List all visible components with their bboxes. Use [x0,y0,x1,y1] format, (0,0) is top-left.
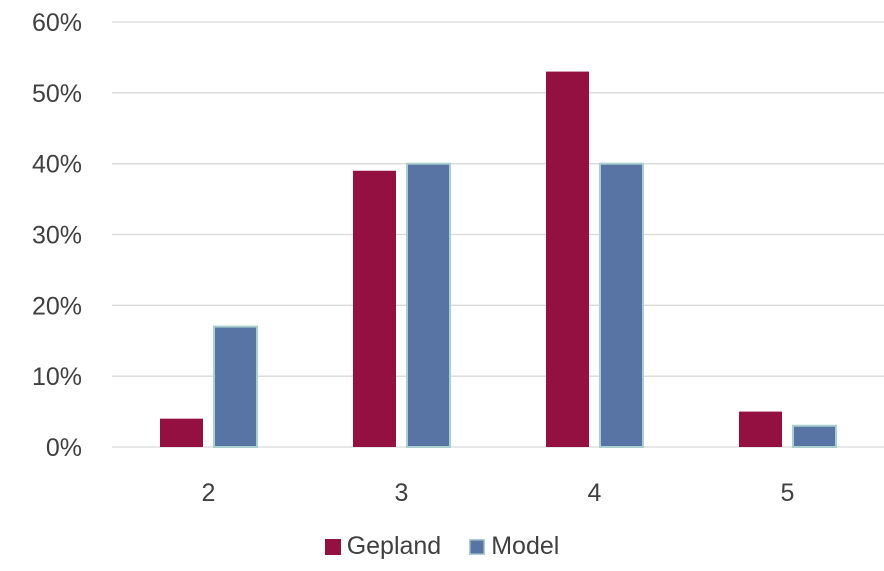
bar-gepland-2 [160,418,203,447]
legend-label-model: Model [491,532,560,560]
x-tick-label: 3 [395,479,409,507]
bar-model-2 [213,325,258,449]
legend-item-gepland: Gepland [324,532,442,561]
legend-swatch-model [469,538,486,555]
bar-model-3 [406,162,451,449]
y-tick-label: 10% [32,363,82,391]
y-tick-label: 60% [32,9,82,37]
y-tick-label: 50% [32,80,82,108]
bar-gepland-5 [739,411,782,447]
y-tick-label: 20% [32,292,82,320]
legend-swatch-gepland [324,538,341,555]
bars [160,71,837,449]
bar-gepland-3 [353,170,396,447]
y-tick-label: 0% [46,434,82,462]
y-tick-label: 30% [32,222,82,250]
x-tick-label: 2 [202,479,216,507]
legend: Gepland Model [0,532,884,561]
legend-label-gepland: Gepland [346,532,442,560]
legend-item-model: Model [469,532,559,561]
bar-model-5 [792,424,837,448]
x-tick-label: 4 [588,479,602,507]
x-axis-ticks: 2 3 4 5 [202,479,795,507]
x-tick-label: 5 [781,479,795,507]
y-tick-label: 40% [32,151,82,179]
bar-model-4 [599,162,644,449]
bar-gepland-4 [546,71,589,447]
y-axis-ticks: 0% 10% 20% 30% 40% 50% 60% [32,9,82,462]
